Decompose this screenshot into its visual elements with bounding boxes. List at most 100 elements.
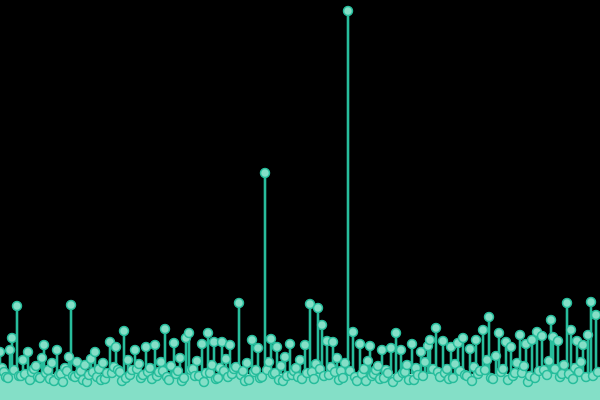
marker-dots	[0, 5, 600, 388]
marker-dot	[63, 351, 75, 363]
marker-dot	[2, 372, 14, 384]
marker-dot	[490, 350, 502, 362]
marker-dot	[144, 362, 156, 374]
marker-dot	[299, 339, 311, 351]
marker-dot	[22, 346, 34, 358]
marker-dot	[312, 302, 324, 314]
marker-dot	[464, 343, 476, 355]
marker-dot	[17, 354, 29, 366]
marker-dot	[430, 322, 442, 334]
marker-dot	[275, 360, 287, 372]
marker-dot	[165, 360, 177, 372]
marker-dot	[6, 332, 18, 344]
marker-dot	[385, 342, 397, 354]
marker-dot	[541, 369, 553, 381]
marker-dot	[466, 375, 478, 387]
marker-dot	[118, 325, 130, 337]
marker-dot	[38, 339, 50, 351]
marker-dot	[191, 355, 203, 367]
marker-dot	[339, 357, 351, 369]
marker-dot	[265, 333, 277, 345]
marker-dot	[395, 344, 407, 356]
marker-dot	[57, 376, 69, 388]
marker-dot	[565, 324, 577, 336]
marker-dot	[159, 323, 171, 335]
marker-dot	[337, 372, 349, 384]
marker-dot	[46, 357, 58, 369]
marker-dot	[246, 334, 258, 346]
marker-dot	[196, 338, 208, 350]
marker-dot	[347, 326, 359, 338]
marker-dot	[449, 358, 461, 370]
marker-dot	[308, 373, 320, 385]
marker-dot	[536, 330, 548, 342]
marker-dot	[263, 356, 275, 368]
marker-dot	[110, 341, 122, 353]
marker-dot	[140, 341, 152, 353]
marker-dot	[545, 314, 557, 326]
marker-dot	[585, 296, 597, 308]
marker-dot	[364, 340, 376, 352]
marker-dot	[149, 339, 161, 351]
marker-dot	[552, 335, 564, 347]
marker-dot	[183, 327, 195, 339]
marker-dot	[342, 5, 354, 17]
marker-dot	[250, 364, 262, 376]
marker-dot	[457, 332, 469, 344]
marker-dot	[372, 360, 384, 372]
marker-dot	[505, 341, 517, 353]
marker-dot	[284, 338, 296, 350]
marker-dot	[401, 359, 413, 371]
marker-dot	[437, 335, 449, 347]
marker-dot	[198, 376, 210, 388]
marker-dot	[327, 336, 339, 348]
marker-dot	[406, 338, 418, 350]
marker-dot	[575, 356, 587, 368]
marker-dot	[567, 373, 579, 385]
marker-dot	[224, 339, 236, 351]
marker-dot	[89, 346, 101, 358]
marker-dot	[30, 360, 42, 372]
marker-dot	[331, 352, 343, 364]
marker-dot	[592, 366, 600, 378]
marker-dot	[220, 353, 232, 365]
marker-dot	[382, 367, 394, 379]
marker-dot	[497, 363, 509, 375]
marker-dot	[561, 297, 573, 309]
marker-dot	[241, 357, 253, 369]
marker-dot	[518, 360, 530, 372]
marker-dot	[0, 346, 6, 358]
marker-dot	[129, 344, 141, 356]
marker-dot	[202, 327, 214, 339]
marker-dot	[362, 355, 374, 367]
marker-dot	[419, 356, 431, 368]
marker-dot	[549, 363, 561, 375]
marker-dot	[304, 298, 316, 310]
marker-dot	[237, 365, 249, 377]
marker-dot	[479, 364, 491, 376]
marker-dot	[543, 355, 555, 367]
marker-dot	[481, 354, 493, 366]
marker-dot	[163, 374, 175, 386]
marker-dot	[252, 342, 264, 354]
marker-dot	[4, 344, 16, 356]
marker-dot	[155, 356, 167, 368]
marker-dot	[97, 357, 109, 369]
marker-dot	[256, 371, 268, 383]
marker-dot	[390, 327, 402, 339]
marker-dot	[316, 319, 328, 331]
marker-dot	[65, 299, 77, 311]
marker-dot	[415, 346, 427, 358]
marker-dot	[36, 352, 48, 364]
marker-dot	[279, 351, 291, 363]
marker-dot	[79, 359, 91, 371]
marker-dot	[259, 167, 271, 179]
marker-dot	[376, 344, 388, 356]
marker-dot	[51, 344, 63, 356]
marker-dot	[483, 311, 495, 323]
marker-dot	[233, 297, 245, 309]
marker-dot	[11, 300, 23, 312]
marker-dot	[470, 334, 482, 346]
